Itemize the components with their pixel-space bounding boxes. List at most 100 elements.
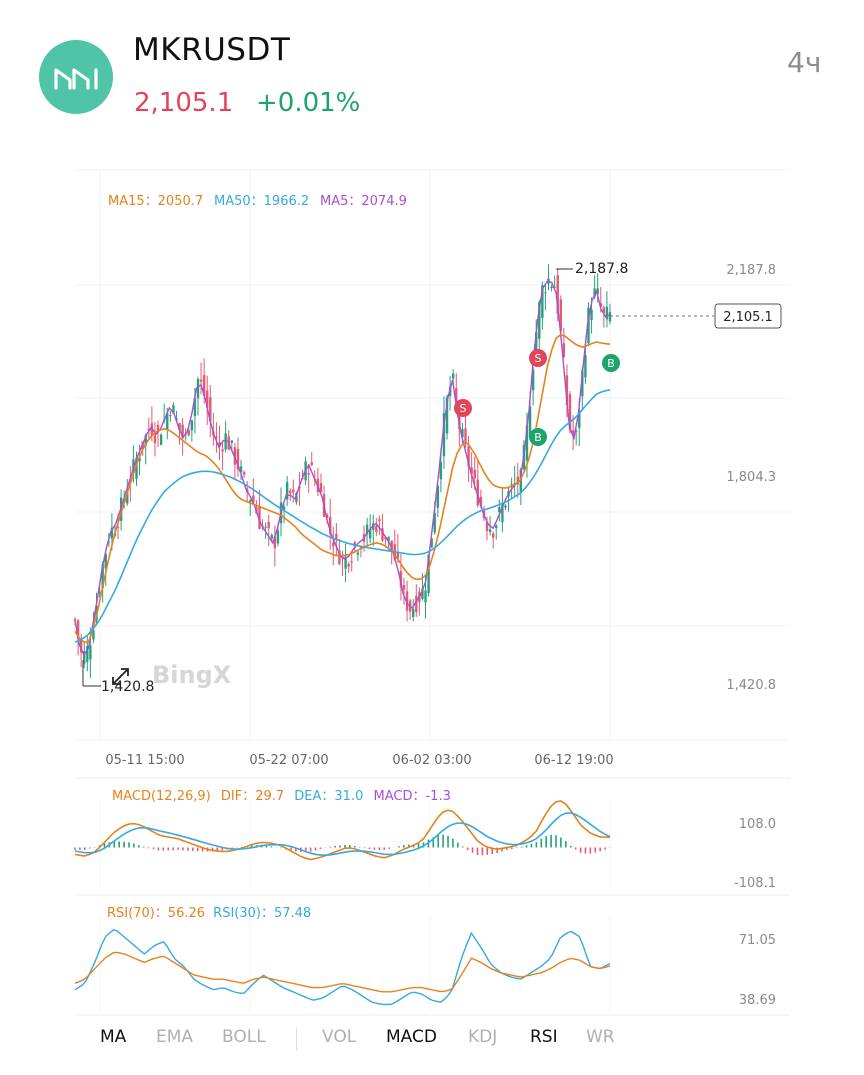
- candle-body: [76, 620, 80, 639]
- candle-body: [193, 397, 197, 417]
- candle-body: [218, 442, 221, 447]
- candle-body: [578, 410, 581, 428]
- candle-body: [292, 489, 295, 493]
- rsi-axis-label: 71.05: [739, 933, 776, 948]
- rsi70-value: RSI(70)：56.26: [107, 906, 206, 921]
- candle-body: [73, 619, 77, 621]
- candle-body: [285, 482, 289, 500]
- candle-body: [378, 519, 381, 522]
- candle-body: [368, 529, 372, 539]
- tab-macd[interactable]: MACD: [386, 1027, 437, 1047]
- candle-body: [510, 484, 513, 486]
- candle-body: [215, 436, 218, 438]
- candle-body: [86, 646, 89, 663]
- candle-body: [249, 500, 252, 502]
- candle-body: [538, 302, 541, 339]
- tab-ema[interactable]: EMA: [156, 1027, 194, 1047]
- candle-body: [593, 288, 596, 297]
- candle-body: [574, 430, 578, 432]
- current-price-tag-text: 2,105.1: [723, 310, 773, 325]
- macd-dea-line: [74, 812, 611, 856]
- tab-boll[interactable]: BOLL: [222, 1027, 266, 1047]
- candle-body: [202, 375, 206, 396]
- macd-dif: DIF：29.7: [220, 789, 285, 804]
- current-price-tag: [714, 303, 782, 329]
- high-marker-label: 2,187.8: [575, 261, 628, 277]
- candle-body: [178, 423, 181, 431]
- candle-body: [273, 536, 277, 549]
- signal-marker-letter: B: [534, 431, 542, 444]
- candle-body: [310, 462, 313, 466]
- macd-title: MACD(12,26,9): [112, 789, 211, 804]
- candle-body: [209, 397, 212, 422]
- candle-body: [479, 496, 483, 506]
- tab-ma[interactable]: MA: [100, 1027, 127, 1047]
- candle-body: [470, 467, 473, 474]
- candle-body: [415, 595, 418, 613]
- candle-body: [467, 446, 470, 467]
- candle-body: [196, 379, 200, 399]
- candle-body: [451, 373, 455, 379]
- candle-body: [525, 425, 529, 461]
- rsi70-line: [74, 951, 611, 993]
- candle-body: [89, 645, 92, 660]
- tab-rsi[interactable]: RSI: [530, 1027, 558, 1047]
- price-change: +0.01%: [256, 88, 361, 118]
- candle-body: [199, 379, 203, 382]
- candle-body: [504, 505, 507, 508]
- candle-body: [206, 390, 209, 408]
- candle-body: [98, 591, 101, 594]
- candle-body: [485, 522, 489, 532]
- candle-body: [568, 394, 572, 431]
- candle-body: [519, 469, 523, 493]
- candle-body: [356, 552, 360, 555]
- candle-body: [338, 550, 341, 565]
- buy-signal-marker: [602, 354, 620, 372]
- sell-signal-marker: [454, 399, 472, 417]
- candle-body: [332, 542, 335, 547]
- candle-body: [181, 424, 184, 438]
- candle-body: [399, 571, 403, 588]
- candle-body: [365, 524, 369, 535]
- candle-body: [464, 428, 467, 444]
- time-axis-label: 05-11 15:00: [105, 753, 184, 768]
- tab-vol[interactable]: VOL: [322, 1027, 357, 1047]
- candle-body: [442, 413, 446, 457]
- candle-body: [439, 462, 443, 480]
- tab-divider: [296, 1027, 297, 1051]
- pair-title: MKRUSDT: [133, 32, 291, 68]
- candle-body: [239, 466, 243, 473]
- candle-body: [602, 307, 606, 313]
- candle-body: [156, 424, 160, 432]
- ma15-legend: MA15：2050.7: [108, 194, 204, 209]
- candle-body: [387, 536, 390, 541]
- candle-body: [402, 585, 406, 590]
- interval-selector[interactable]: 4ч: [787, 46, 822, 79]
- candle-body: [335, 533, 338, 539]
- candle-body: [258, 506, 261, 529]
- bingx-watermark: BingX: [152, 661, 232, 689]
- macd-legend: MACD(12,26,9) DIF：29.7 DEA：31.0 MACD：-1.…: [112, 785, 451, 804]
- tab-wr[interactable]: WR: [586, 1027, 615, 1047]
- candle-body: [553, 286, 556, 288]
- candle-body: [83, 651, 86, 664]
- candle-body: [116, 526, 120, 528]
- ma5-legend: MA5：2074.9: [320, 194, 407, 209]
- candle-body: [571, 430, 575, 436]
- candle-body: [230, 440, 234, 443]
- candle-body: [126, 493, 129, 504]
- candle-body: [430, 538, 433, 548]
- macd-dea: DEA：31.0: [294, 789, 364, 804]
- candle-body: [581, 370, 584, 397]
- candle-body: [528, 406, 532, 438]
- candle-body: [584, 355, 587, 378]
- candle-body: [559, 299, 563, 331]
- candle-body: [375, 525, 378, 532]
- candle-body: [190, 420, 194, 431]
- rsi-axis-label: 38.69: [739, 993, 776, 1008]
- candle-body: [104, 553, 107, 569]
- tab-kdj[interactable]: KDJ: [468, 1027, 498, 1047]
- candle-body: [132, 459, 135, 471]
- candle-body: [153, 435, 157, 444]
